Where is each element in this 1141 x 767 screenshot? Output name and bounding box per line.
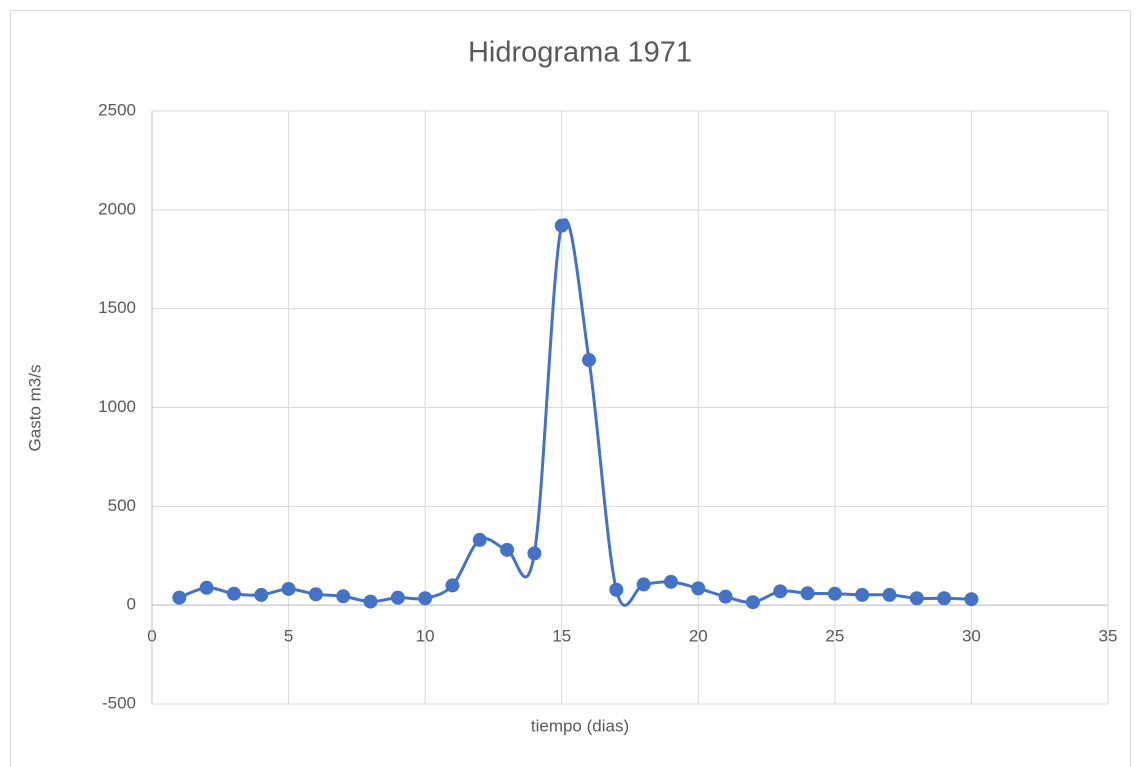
data-point <box>855 587 870 602</box>
y-tick-label: 500 <box>108 496 136 515</box>
data-point <box>882 587 897 602</box>
data-point <box>390 590 405 605</box>
x-tick-label: 30 <box>962 627 981 646</box>
y-axis-label: Gasto m3/s <box>25 365 44 452</box>
x-tick-label: 35 <box>1099 627 1118 646</box>
x-tick-label: 20 <box>689 627 708 646</box>
chart-title: Hidrograma 1971 <box>468 37 692 69</box>
data-point <box>445 578 460 593</box>
data-point <box>609 582 624 597</box>
data-point <box>718 589 733 604</box>
data-point <box>691 581 706 596</box>
data-point <box>745 595 760 610</box>
data-point <box>500 542 515 557</box>
data-point <box>554 218 569 233</box>
data-point <box>308 587 323 602</box>
data-point <box>773 584 788 599</box>
data-point <box>281 581 296 596</box>
data-point <box>827 586 842 601</box>
x-axis-label: tiempo (dias) <box>531 716 629 735</box>
data-point <box>254 587 269 602</box>
data-point <box>582 353 597 368</box>
y-tick-label: 1000 <box>98 397 136 416</box>
x-tick-label: 15 <box>552 627 571 646</box>
data-point <box>226 586 241 601</box>
data-point <box>800 586 815 601</box>
x-tick-label: 5 <box>284 627 293 646</box>
x-tick-label: 10 <box>416 627 435 646</box>
data-point <box>937 591 952 606</box>
y-tick-label: -500 <box>102 693 136 712</box>
data-point <box>527 546 542 561</box>
y-tick-label: 1500 <box>98 298 136 317</box>
y-tick-label: 2000 <box>98 199 136 218</box>
data-point <box>172 590 187 605</box>
data-point <box>909 591 924 606</box>
data-point <box>363 594 378 609</box>
data-point <box>199 580 214 595</box>
series-line <box>178 218 972 607</box>
y-tick-label: 2500 <box>98 100 136 119</box>
data-point <box>472 532 487 547</box>
data-point <box>964 592 979 607</box>
data-point <box>663 574 678 589</box>
data-point <box>636 577 651 592</box>
data-point <box>418 591 433 606</box>
x-tick-label: 25 <box>825 627 844 646</box>
data-point <box>336 589 351 604</box>
y-tick-label: 0 <box>127 595 136 614</box>
chart-border <box>10 10 1131 767</box>
